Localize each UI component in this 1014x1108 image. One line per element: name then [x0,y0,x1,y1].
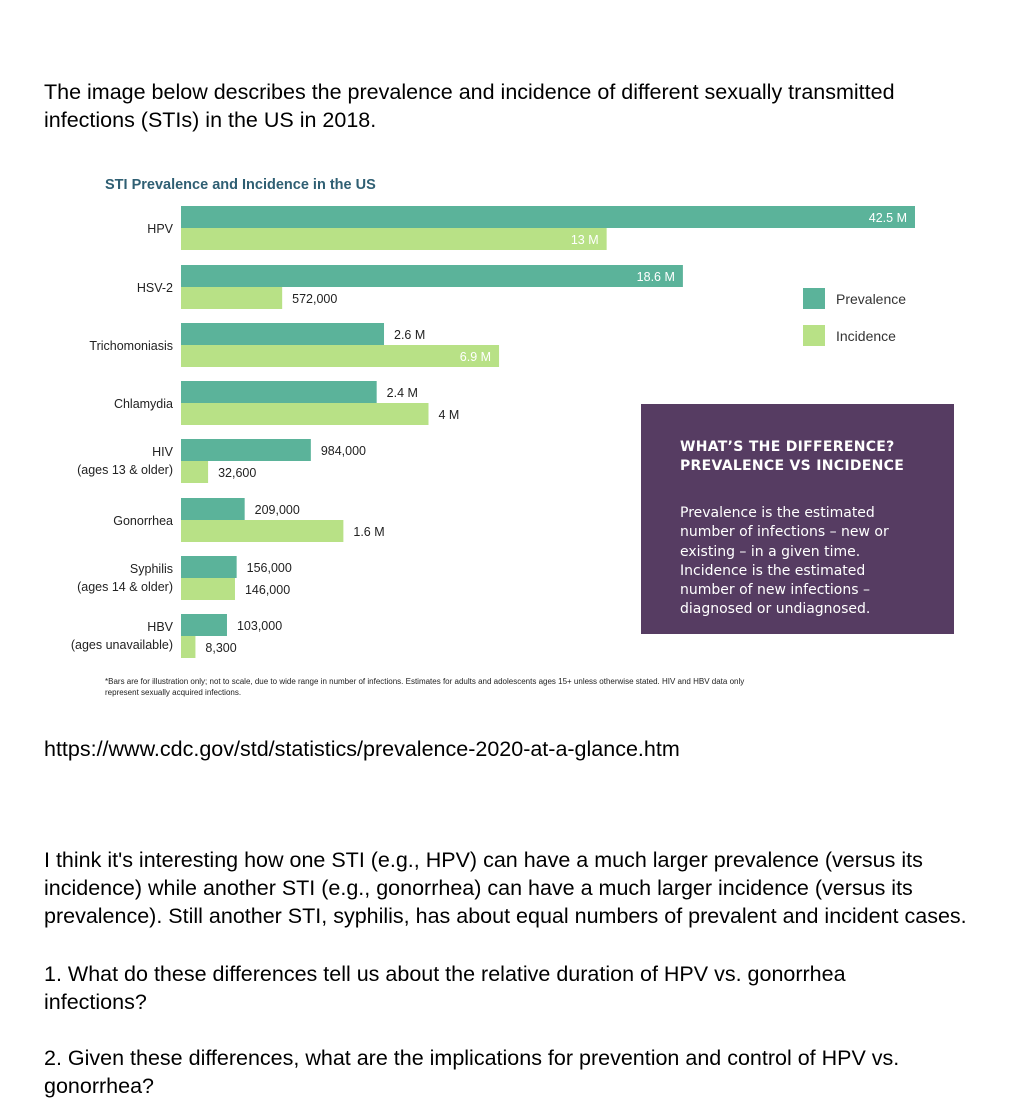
category-label: HSV-2 [137,281,173,295]
sti-chart: STI Prevalence and Incidence in the US 4… [0,160,1014,720]
category-sublabel: (ages 13 & older) [77,463,173,477]
data-label-hiv-incidence: 32,600 [218,466,256,480]
category-label: Chlamydia [114,397,173,411]
intro-paragraph: The image below describes the prevalence… [44,80,895,132]
data-label-syphilis-prevalence: 156,000 [247,561,292,575]
data-label-trichomoniasis-prevalence: 2.6 M [394,328,425,342]
bar-syphilis-incidence [181,578,235,600]
category-label: Syphilis [130,562,173,576]
bar-hiv-incidence [181,461,209,483]
data-label-syphilis-incidence: 146,000 [245,583,290,597]
observation-paragraph: I think it's interesting how one STI (e.… [44,848,967,928]
data-label-gonorrhea-incidence: 1.6 M [353,525,384,539]
legend-label-incidence: Incidence [836,328,896,344]
bar-trichomoniasis-incidence [181,345,500,367]
category-label: HIV [152,445,174,459]
data-label-hbv-prevalence: 103,000 [237,619,282,633]
data-label-hpv-incidence: 13 M [571,233,599,247]
callout-body: Prevalence is the estimated number of in… [680,505,889,618]
bar-chlamydia-incidence [181,403,429,425]
data-label-hpv-prevalence: 42.5 M [869,211,907,225]
bar-hpv-prevalence [181,206,915,228]
bar-gonorrhea-incidence [181,520,344,542]
bar-chlamydia-prevalence [181,381,377,403]
legend-label-prevalence: Prevalence [836,291,906,307]
chart-footnote-line-1: *Bars are for illustration only; not to … [105,677,744,686]
chart-bars: 42.5 M 13 M HPV 18.6 M 572,000 HSV-2 2.6 M 6.9 … [71,206,915,658]
category-label: Trichomoniasis [89,339,173,353]
bar-hiv-prevalence [181,439,311,461]
bar-hsv-2-incidence [181,287,283,309]
bar-syphilis-prevalence [181,556,237,578]
question-1: 1. What do these differences tell us abo… [44,962,846,1014]
legend-swatch-incidence [803,325,825,346]
callout-heading-line-2: PREVALENCE VS INCIDENCE [680,458,905,474]
bar-hbv-prevalence [181,614,227,636]
bar-hbv-incidence [181,636,196,658]
data-label-trichomoniasis-incidence: 6.9 M [460,350,491,364]
question-2: 2. Given these differences, what are the… [44,1046,900,1098]
category-sublabel: (ages 14 & older) [77,580,173,594]
chart-svg: STI Prevalence and Incidence in the US 4… [71,177,915,697]
legend-swatch-prevalence [803,288,825,309]
difference-callout: WHAT’S THE DIFFERENCE? PREVALENCE VS INC… [641,404,954,634]
category-label: HPV [147,222,173,236]
bar-hpv-incidence [181,228,607,250]
data-label-chlamydia-prevalence: 2.4 M [387,386,418,400]
chart-footnote-line-2: represent sexually acquired infections. [105,688,241,697]
data-label-hiv-prevalence: 984,000 [321,444,366,458]
bar-hsv-2-prevalence [181,265,683,287]
source-url: https://www.cdc.gov/std/statistics/preva… [44,737,680,761]
data-label-hsv-2-incidence: 572,000 [292,292,337,306]
chart-legend: Prevalence Incidence [803,288,906,346]
bar-trichomoniasis-prevalence [181,323,385,345]
bar-gonorrhea-prevalence [181,498,245,520]
chart-title: STI Prevalence and Incidence in the US [105,177,376,193]
category-label: HBV [147,620,173,634]
category-label: Gonorrhea [113,514,173,528]
data-label-hsv-2-prevalence: 18.6 M [637,270,675,284]
category-sublabel: (ages unavailable) [71,638,173,652]
data-label-hbv-incidence: 8,300 [205,641,236,655]
callout-heading-line-1: WHAT’S THE DIFFERENCE? [680,439,895,455]
data-label-chlamydia-incidence: 4 M [439,408,460,422]
data-label-gonorrhea-prevalence: 209,000 [255,503,300,517]
